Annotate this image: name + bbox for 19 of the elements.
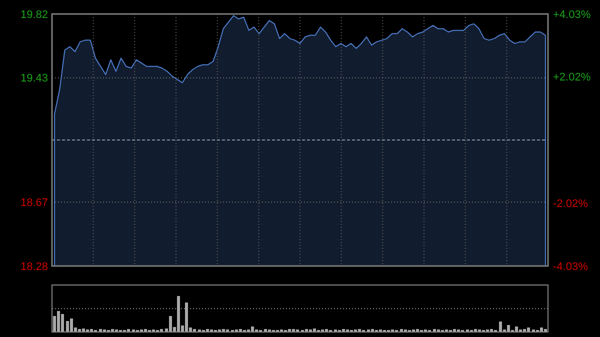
y-tick-label: 19.82 bbox=[20, 8, 48, 21]
bar bbox=[57, 311, 60, 332]
bar bbox=[66, 321, 69, 332]
bar bbox=[169, 316, 172, 332]
bar bbox=[499, 322, 502, 332]
y2-tick-label: +4.03% bbox=[553, 8, 591, 21]
bar bbox=[61, 314, 64, 332]
bar bbox=[507, 325, 510, 332]
bar bbox=[177, 296, 180, 332]
y2-tick-label: -4.03% bbox=[553, 260, 588, 273]
y-tick-label: 18.28 bbox=[20, 260, 48, 273]
bar bbox=[515, 326, 518, 332]
y2-tick-label: +2.02% bbox=[553, 72, 591, 84]
bar bbox=[70, 318, 73, 332]
bar bbox=[185, 302, 188, 332]
y-tick-label: 18.67 bbox=[20, 197, 48, 210]
bar bbox=[251, 326, 254, 332]
y-tick-label: 19.43 bbox=[20, 72, 48, 85]
y2-tick-label: -2.02% bbox=[553, 198, 588, 210]
